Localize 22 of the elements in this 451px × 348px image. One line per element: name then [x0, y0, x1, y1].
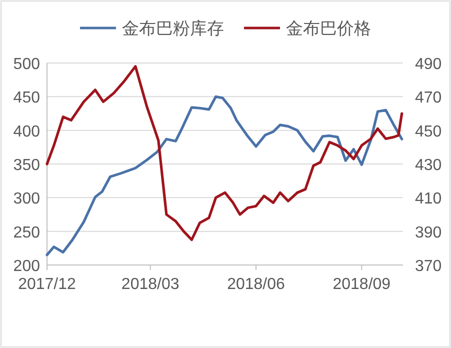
line-series [46, 65, 404, 242]
x-tick-label: 2018/09 [332, 276, 391, 293]
legend-label: 金布巴价格 [286, 19, 371, 38]
y2-tick-label: 370 [415, 258, 442, 275]
line-series [46, 95, 404, 256]
y-tick-label: 250 [13, 224, 40, 242]
y-tick-label: 400 [13, 123, 40, 140]
y2-tick-label: 410 [415, 190, 442, 208]
y2-tick-label: 390 [415, 224, 442, 242]
y-tick-label: 200 [13, 258, 40, 275]
y-tick-label: 450 [13, 90, 40, 107]
y2-tick-label: 470 [415, 90, 442, 107]
legend-label: 金布巴粉库存 [122, 19, 224, 38]
y-tick-label: 350 [13, 157, 40, 174]
x-tick-label: 2017/12 [18, 276, 76, 293]
y2-tick-label: 430 [415, 157, 442, 174]
x-tick-label: 2018/03 [121, 276, 180, 293]
y2-tick-label: 490 [415, 56, 442, 73]
x-tick-label: 2018/06 [227, 276, 286, 293]
y2-tick-label: 450 [415, 123, 442, 140]
y-tick-label: 500 [13, 56, 40, 73]
y-tick-label: 300 [13, 190, 40, 208]
